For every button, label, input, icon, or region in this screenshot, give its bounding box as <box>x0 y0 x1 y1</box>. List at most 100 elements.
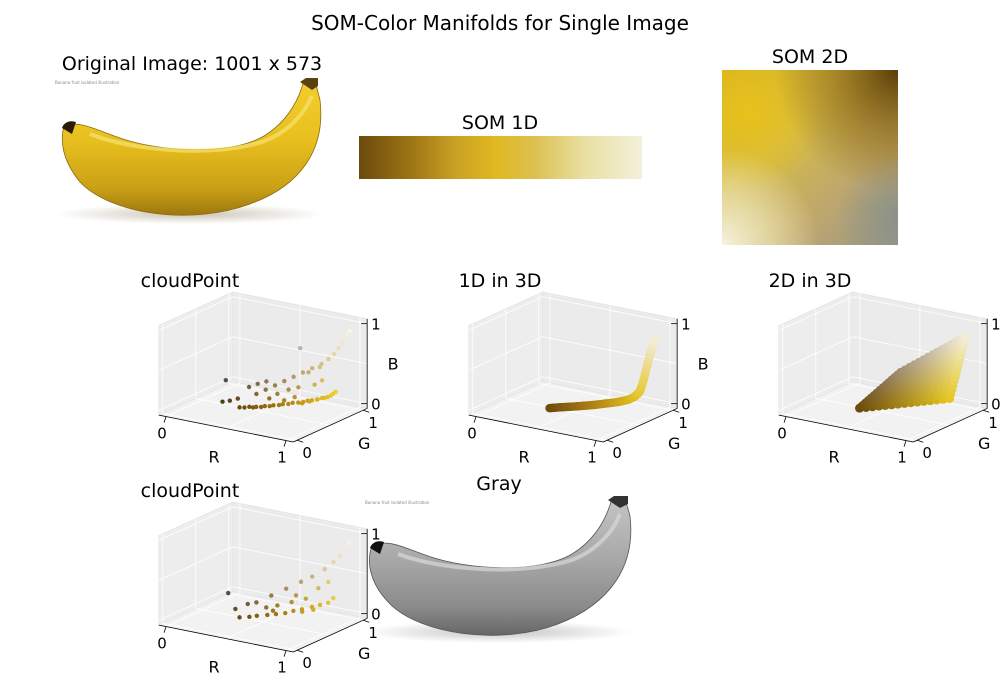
g-tick-label: 0 <box>302 654 312 672</box>
gridline <box>195 308 331 426</box>
data-point <box>326 579 331 585</box>
data-point <box>331 351 337 357</box>
gridline <box>778 296 988 331</box>
two-d-in-3d-title: 2D in 3D <box>769 270 852 292</box>
r-axis-line <box>778 414 914 443</box>
data-point <box>276 402 282 408</box>
gray-banana-highlight <box>397 513 622 572</box>
data-point <box>227 398 233 403</box>
data-point <box>263 387 268 392</box>
banana-image <box>61 79 322 216</box>
data-point <box>283 610 288 616</box>
b-tick-label: 1 <box>681 316 691 334</box>
g-axis-line <box>603 408 678 443</box>
g-tick <box>297 439 304 443</box>
g-tick-label: 1 <box>988 414 998 432</box>
gridline <box>472 323 608 441</box>
gridline <box>905 317 981 441</box>
g-axis-label: G <box>668 434 680 453</box>
b-axis-label: B <box>388 355 399 374</box>
r-tick <box>283 440 287 447</box>
r-tick-label: 1 <box>277 659 287 677</box>
data-point <box>317 602 323 608</box>
banana-highlight <box>89 95 314 153</box>
data-point <box>264 605 269 610</box>
g-axis-label: G <box>358 644 370 663</box>
g-axis-label: G <box>978 434 990 453</box>
data-point <box>290 400 295 405</box>
gridline <box>782 323 918 441</box>
g-axis-line <box>293 408 368 443</box>
r-axis-label: R <box>208 448 219 467</box>
banana-tip <box>62 121 76 134</box>
gridline <box>475 293 551 417</box>
data-point <box>275 391 280 397</box>
data-point <box>269 593 274 598</box>
data-point <box>273 611 279 617</box>
data-point <box>223 378 228 383</box>
data-point <box>246 384 252 390</box>
data-point <box>262 403 267 409</box>
gray-banana-image <box>369 497 632 636</box>
r-axis-label: R <box>208 658 219 677</box>
g-tick-label: 0 <box>302 444 312 462</box>
data-point <box>310 574 315 579</box>
r-tick-label: 0 <box>467 425 477 443</box>
g-tick <box>363 409 370 413</box>
data-point <box>347 328 352 334</box>
g-tick-label: 1 <box>678 414 688 432</box>
gridline <box>225 515 301 639</box>
g-axis-line <box>913 408 988 443</box>
r-tick-label: 0 <box>777 425 787 443</box>
data-point <box>220 399 225 404</box>
data-point <box>300 370 306 375</box>
gridline <box>165 503 241 627</box>
data-point <box>340 340 345 346</box>
original-image-title: Original Image: 1001 x 573 <box>62 53 322 75</box>
data-point <box>346 540 352 545</box>
g-tick <box>363 619 370 623</box>
data-point <box>275 603 280 608</box>
gridline <box>158 336 368 371</box>
gray-banana-tip <box>370 541 384 554</box>
gridline <box>158 506 368 541</box>
gridline <box>225 305 301 429</box>
data-point <box>314 397 320 402</box>
data-point <box>286 387 291 392</box>
g-tick <box>607 439 614 443</box>
gray-banana-stem <box>608 496 628 508</box>
g-tick <box>983 409 990 413</box>
b-tick-label: 0 <box>991 396 1000 414</box>
data-point <box>272 383 278 388</box>
som2d-map-gray <box>722 70 898 245</box>
g-axis-label: G <box>358 434 370 453</box>
gridline <box>158 546 368 581</box>
gridline <box>785 293 861 417</box>
original-image-watermark: Banana fruit isolated illustration <box>55 80 120 85</box>
data-point <box>247 404 252 410</box>
surface-node <box>960 332 970 342</box>
gridline <box>468 296 678 331</box>
som1d-panel: SOM 1D <box>359 112 642 179</box>
r-tick <box>903 440 907 447</box>
data-point <box>298 346 303 351</box>
data-point <box>342 335 347 341</box>
g-tick <box>673 409 680 413</box>
gridline <box>158 296 368 331</box>
data-point <box>270 608 276 613</box>
data-point <box>293 593 299 598</box>
data-point <box>237 615 242 620</box>
data-point <box>298 579 304 584</box>
figure-title: SOM-Color Manifolds for Single Image <box>311 11 689 35</box>
data-point <box>319 361 324 367</box>
r-tick-label: 1 <box>277 449 287 467</box>
data-point <box>296 400 301 405</box>
data-point <box>306 370 311 375</box>
g-axis-line <box>293 618 368 653</box>
som1d-title: SOM 1D <box>462 112 538 134</box>
data-point <box>253 404 259 410</box>
data-point <box>342 547 347 552</box>
gridline <box>162 323 298 441</box>
